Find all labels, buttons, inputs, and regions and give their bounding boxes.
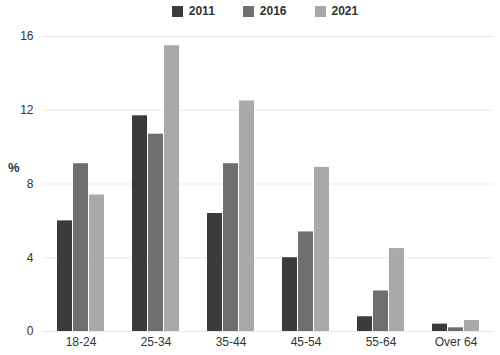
svg-text:0: 0 (27, 324, 34, 338)
svg-text:16: 16 (20, 29, 34, 43)
svg-text:55-64: 55-64 (366, 335, 397, 349)
svg-text:8: 8 (27, 177, 34, 191)
html-text:2021: 2021 (331, 4, 359, 18)
svg-text:Over 64: Over 64 (435, 335, 478, 349)
svg-text:4: 4 (27, 251, 34, 265)
svg-text:18-24: 18-24 (66, 335, 97, 349)
svg-text:25-34: 25-34 (141, 335, 172, 349)
svg-text:45-54: 45-54 (291, 335, 322, 349)
svg-text:35-44: 35-44 (216, 335, 247, 349)
html-text:2016: 2016 (259, 4, 287, 18)
html-text:2011: 2011 (188, 4, 215, 18)
svg-text:12: 12 (20, 103, 34, 117)
